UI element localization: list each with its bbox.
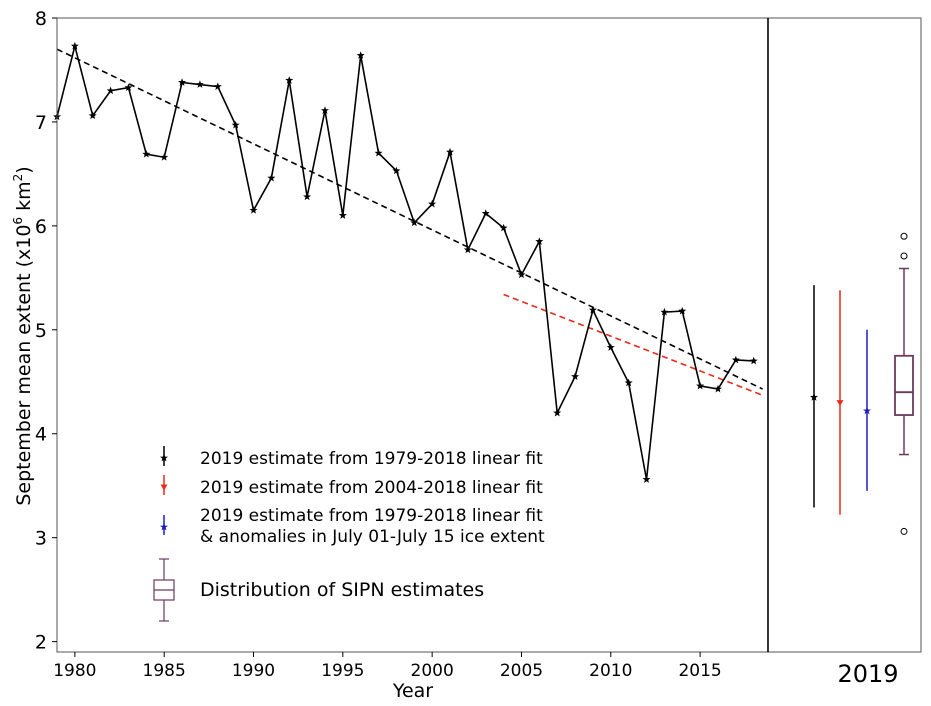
data-point [267,173,276,182]
data-point [374,148,383,157]
data-point [88,111,97,120]
legend-marker-2 [160,484,168,491]
data-point [481,209,490,217]
data-point [124,83,133,92]
data-point [320,106,329,114]
legend-label-2: 2019 estimate from 2004-2018 linear fit [200,478,543,498]
x-tick-label: 2005 [500,661,543,681]
data-point [446,147,455,156]
data-point [70,41,79,50]
x-tick-label: 2015 [678,661,721,681]
fit-lines [56,48,763,397]
data-point [213,82,222,90]
data-point [624,378,633,387]
data-point [303,192,312,201]
plot-frame [56,17,922,653]
y-tick-label: 8 [35,8,47,30]
data-point [588,305,597,314]
legend: 2019 estimate from 1979-2018 linear fit 2… [153,446,545,622]
x-tick-label: 1985 [143,661,186,681]
data-point [571,372,580,380]
data-point [696,381,705,390]
data-point [231,120,240,129]
data-point [285,76,294,84]
y-tick-label: 4 [35,424,47,446]
box-outlier [900,252,908,260]
box-outlier [900,232,908,240]
y-axis-label: September mean extent (x106 km2) [11,166,35,505]
x-tick-label: 2010 [589,661,632,681]
data-point [410,218,419,227]
linear-fit-line-1 [56,48,763,390]
extent-line [56,45,754,480]
data-point [642,475,651,483]
linear-fit-line-2 [503,293,763,397]
data-point [678,306,687,315]
side-panel-label: 2019 [837,660,898,688]
x-tick-label: 1990 [232,661,275,681]
legend-label-box: Distribution of SIPN estimates [200,579,484,601]
data-point [356,51,365,59]
box-iqr [894,354,914,416]
data-point [713,384,722,393]
y-tick-label: 6 [35,216,47,238]
data-point [606,343,615,351]
estimate-marker-1 [810,393,818,401]
estimate-marker-2 [836,400,844,407]
data-point [392,166,401,175]
extent-series [53,41,758,483]
legend-label-3: 2019 estimate from 1979-2018 linear fit [200,506,543,526]
legend-marker-3 [160,522,168,531]
data-point [338,211,347,219]
axes: 1980 1985 1990 1995 2000 2005 2010 2015 2 3 4 5 6 7 8 [35,8,922,681]
data-point [160,153,169,161]
y-tick-label: 5 [35,320,47,342]
legend-label-1: 2019 estimate from 1979-2018 linear fit [200,449,543,469]
data-point [731,355,740,364]
y-tick-label: 2 [35,632,47,654]
box-outlier [900,527,908,535]
data-point [106,86,115,95]
data-point [178,78,187,86]
data-point [428,199,437,208]
data-point [463,245,472,254]
estimate-marker-3 [863,406,871,415]
x-tick-label: 2000 [411,661,454,681]
x-tick-label: 1980 [53,661,96,681]
x-axis-label: Year [392,680,433,702]
data-point [553,408,562,417]
legend-marker-1 [160,453,168,462]
data-point [660,307,669,316]
data-point [535,237,544,245]
side-panel-2019 [810,232,914,535]
y-tick-label: 7 [35,112,47,134]
x-tick-label: 1995 [321,661,364,681]
data-point [142,149,151,158]
data-point [517,270,526,279]
y-tick-label: 3 [35,528,47,550]
data-point [249,206,258,214]
data-point [499,223,508,232]
legend-label-3b: & anomalies in July 01-July 15 ice exten… [200,527,545,547]
data-point [749,356,758,365]
data-point [195,80,204,88]
